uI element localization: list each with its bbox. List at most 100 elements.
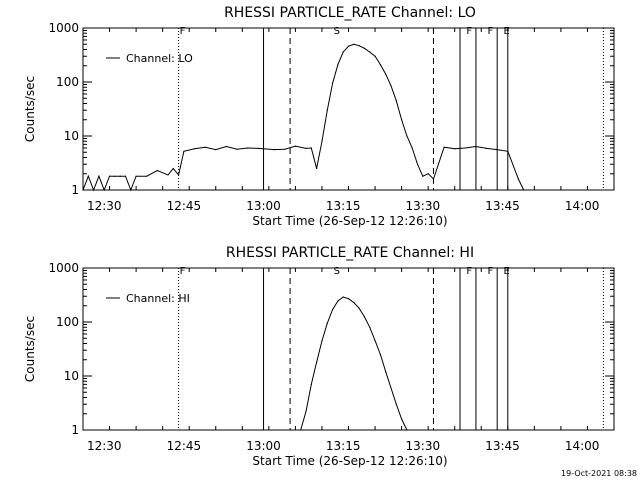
data-point <box>300 429 302 431</box>
data-point <box>385 371 387 373</box>
y-tick-label: 1000 <box>48 261 79 275</box>
data-point <box>273 148 275 151</box>
data-point <box>385 73 387 75</box>
data-point <box>401 418 403 420</box>
data-point <box>427 173 429 175</box>
x-tick-label: 13:00 <box>246 439 281 453</box>
chart-panel-hi: RHESSI PARTICLE_RATE Channel: HI 12:30 12:… <box>23 245 615 468</box>
x-tick-label: 13:00 <box>246 199 281 213</box>
data-point <box>146 175 148 177</box>
data-point <box>401 119 403 121</box>
data-point <box>411 147 413 149</box>
data-point <box>406 135 408 137</box>
data-point <box>321 340 323 342</box>
x-tick-label: 13:15 <box>326 199 361 213</box>
data-point <box>236 148 238 150</box>
data-point <box>475 145 477 148</box>
x-tick-label: 12:30 <box>87 199 122 213</box>
x-tick-label: 13:45 <box>485 199 520 213</box>
flag-label: S <box>334 266 340 277</box>
data-point <box>114 175 116 177</box>
data-point <box>406 429 408 431</box>
data-point <box>124 175 127 177</box>
data-point <box>337 300 339 302</box>
timestamp: 19-Oct-2021 08:38 <box>561 469 637 478</box>
x-tick-label: 13:45 <box>485 439 520 453</box>
chart-title: RHESSI PARTICLE_RATE Channel: LO <box>224 5 476 21</box>
data-point <box>369 51 371 53</box>
y-axis-label: Counts/sec <box>23 76 37 142</box>
flag-label: S <box>334 26 340 37</box>
y-tick-label: 10 <box>64 369 79 383</box>
data-point <box>156 169 158 172</box>
series-line <box>300 296 408 431</box>
data-point <box>464 147 466 149</box>
x-tick-label: 12:45 <box>167 439 202 453</box>
flag-label: E <box>503 26 509 37</box>
y-axis-label: Counts/sec <box>23 316 37 382</box>
data-point <box>326 109 328 111</box>
data-point <box>358 307 360 309</box>
x-tick-label: 13:30 <box>406 439 441 453</box>
data-point <box>353 301 355 304</box>
data-point <box>422 175 424 177</box>
data-point <box>342 296 344 298</box>
data-point <box>347 298 350 300</box>
data-point <box>454 148 456 150</box>
x-tick-label: 12:45 <box>167 199 202 213</box>
data-point <box>363 316 366 318</box>
data-point <box>316 167 318 170</box>
data-point <box>432 178 435 180</box>
data-point <box>310 383 312 385</box>
x-tick-label: 13:30 <box>406 199 441 213</box>
chart-title: RHESSI PARTICLE_RATE Channel: HI <box>226 245 474 261</box>
data-point <box>305 147 307 149</box>
data-point <box>294 145 296 147</box>
y-tick-label: 100 <box>56 75 79 89</box>
x-tick-label: 14:00 <box>565 439 600 453</box>
x-tick-label: 13:15 <box>326 439 361 453</box>
y-tick-label: 100 <box>56 315 79 329</box>
data-point <box>119 175 121 177</box>
y-tick-label: 1 <box>71 183 79 197</box>
data-point <box>103 189 105 191</box>
data-point <box>316 361 318 363</box>
data-point <box>167 174 169 176</box>
data-point <box>523 189 525 191</box>
legend-label: Channel: HI <box>126 292 190 305</box>
data-point <box>395 403 397 405</box>
data-point <box>310 147 312 149</box>
flag-label: F <box>180 266 186 277</box>
chart-panel-lo: RHESSI PARTICLE_RATE Channel: LO 12:30 12:… <box>23 5 615 228</box>
data-point <box>517 178 520 180</box>
data-point <box>395 100 397 102</box>
data-point <box>135 175 137 177</box>
data-point <box>347 45 350 47</box>
data-point <box>390 387 392 389</box>
data-point <box>369 326 371 328</box>
y-tick-label: 10 <box>64 129 79 143</box>
flag-label: F <box>180 26 186 37</box>
data-point <box>353 43 355 45</box>
flag-label: F <box>488 266 494 277</box>
data-point <box>331 82 334 84</box>
data-point <box>342 51 344 53</box>
data-point <box>337 64 339 66</box>
flag-label: E <box>503 266 509 277</box>
data-point <box>321 140 323 142</box>
legend-label: Channel: LO <box>126 52 193 65</box>
x-tick-label: 14:00 <box>565 199 600 213</box>
data-point <box>305 410 307 413</box>
data-point <box>87 175 89 177</box>
series-line <box>82 43 525 192</box>
data-point <box>363 47 366 49</box>
data-point <box>485 147 488 149</box>
data-point <box>507 150 509 152</box>
data-point <box>108 175 111 177</box>
data-point <box>183 150 185 152</box>
x-axis-label: Start Time (26-Sep-12 12:26:10) <box>252 454 447 468</box>
data-point <box>98 175 100 177</box>
data-point <box>390 85 392 87</box>
data-point <box>247 147 249 149</box>
